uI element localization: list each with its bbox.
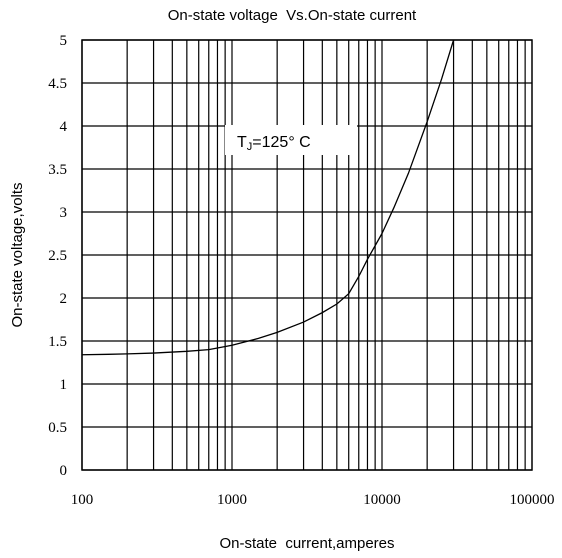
annotation-background: [225, 125, 357, 155]
y-tick-label: 2.5: [48, 248, 67, 264]
y-tick-label: 3.5: [48, 162, 67, 178]
plot-frame: [81, 39, 533, 471]
y-tick-label: 3: [60, 205, 68, 221]
annotation-main: T: [237, 134, 247, 151]
y-tick-label: 4.5: [48, 76, 67, 92]
frame-layer: [81, 39, 533, 471]
y-tick-label: 5: [60, 33, 68, 49]
x-tick-label: 1000: [217, 492, 247, 508]
series-line: [81, 39, 455, 356]
grid: [81, 39, 532, 471]
y-tick-label: 1.5: [48, 334, 67, 350]
annotation-rest: =125° C: [252, 134, 310, 151]
y-tick-label: 1: [60, 377, 68, 393]
y-tick-label: 0: [60, 463, 68, 479]
y-tick-label: 2: [60, 291, 68, 307]
annotation-subscript: J: [247, 141, 253, 153]
annotation-text: TJ=125° C: [237, 134, 311, 153]
curve-layer: [81, 39, 455, 356]
x-tick-label: 10000: [363, 492, 401, 508]
x-axis-label: On-state current,amperes: [219, 535, 394, 552]
annotation-box: TJ=125° C: [225, 125, 357, 155]
x-tick-label: 100000: [510, 492, 555, 508]
y-tick-label: 4: [60, 119, 68, 135]
chart-title: On-state voltage Vs.On-state current: [168, 7, 417, 24]
tick-labels: 0 0.5 1 1.5 2 2.5 3 3.5 4 4.5 5 100 1000 10000 100000: [48, 33, 554, 508]
y-tick-label: 0.5: [48, 420, 67, 436]
y-axis-label: On-state voltage,volts: [9, 182, 26, 327]
x-tick-label: 100: [71, 492, 94, 508]
